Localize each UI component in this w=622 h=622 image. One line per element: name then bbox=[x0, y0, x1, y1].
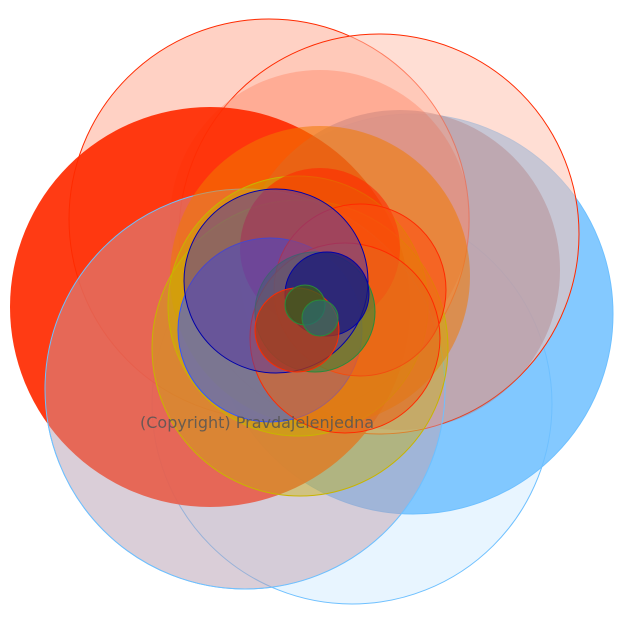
copyright-watermark: (Copyright) Pravdajelenjedna bbox=[140, 413, 374, 432]
overlapping-circles bbox=[10, 18, 614, 605]
tiny-teal-circle bbox=[301, 299, 339, 337]
